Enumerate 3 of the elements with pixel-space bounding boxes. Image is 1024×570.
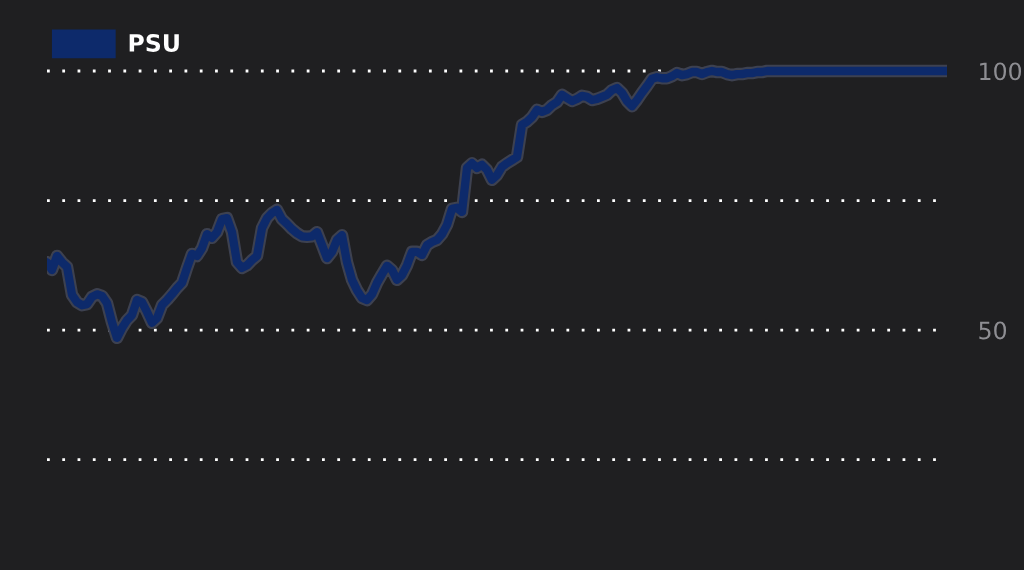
y-tick-label: 100 <box>980 62 1022 81</box>
legend-label: PSU <box>129 34 179 52</box>
y-tick-label: 50 <box>979 321 1007 340</box>
